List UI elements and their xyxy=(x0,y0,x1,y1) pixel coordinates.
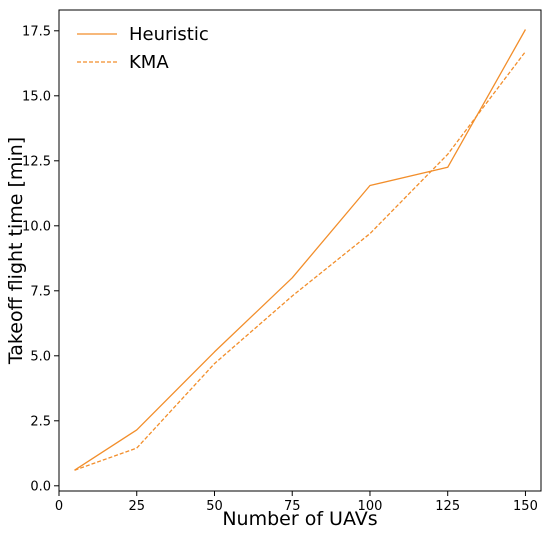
plot-frame xyxy=(58,9,542,492)
x-tick-label: 75 xyxy=(284,499,301,514)
y-axis-label: Takeoff flight time [min] xyxy=(5,137,27,365)
x-tick-label: 0 xyxy=(55,499,63,514)
y-tick-label: 0.0 xyxy=(30,479,51,494)
y-tick-label: 7.5 xyxy=(30,284,51,299)
legend-label: Heuristic xyxy=(129,24,209,45)
x-tick-label: 125 xyxy=(435,499,460,514)
legend-label: KMA xyxy=(129,52,169,73)
legend: Heuristic KMA xyxy=(77,24,209,73)
y-tick-label: 17.5 xyxy=(22,24,51,39)
y-tick-label: 5.0 xyxy=(30,349,51,364)
y-tick-label: 10.0 xyxy=(22,219,51,234)
x-tick-label: 25 xyxy=(128,499,145,514)
series-line-heuristic xyxy=(74,29,527,471)
x-axis: 0 25 50 75 100 125 150 xyxy=(55,491,538,514)
y-tick-label: 12.5 xyxy=(22,154,51,169)
y-tick-label: 15.0 xyxy=(22,89,51,104)
x-tick-label: 50 xyxy=(206,499,223,514)
plot-content xyxy=(74,29,527,471)
series-line-kma xyxy=(74,51,526,471)
x-axis-label: Number of UAVs xyxy=(222,508,377,530)
y-axis: 0.0 2.5 5.0 7.5 10.0 12.5 15.0 17.5 xyxy=(22,24,59,494)
y-tick-label: 2.5 xyxy=(30,414,51,429)
x-tick-label: 100 xyxy=(358,499,383,514)
x-tick-label: 150 xyxy=(513,499,538,514)
